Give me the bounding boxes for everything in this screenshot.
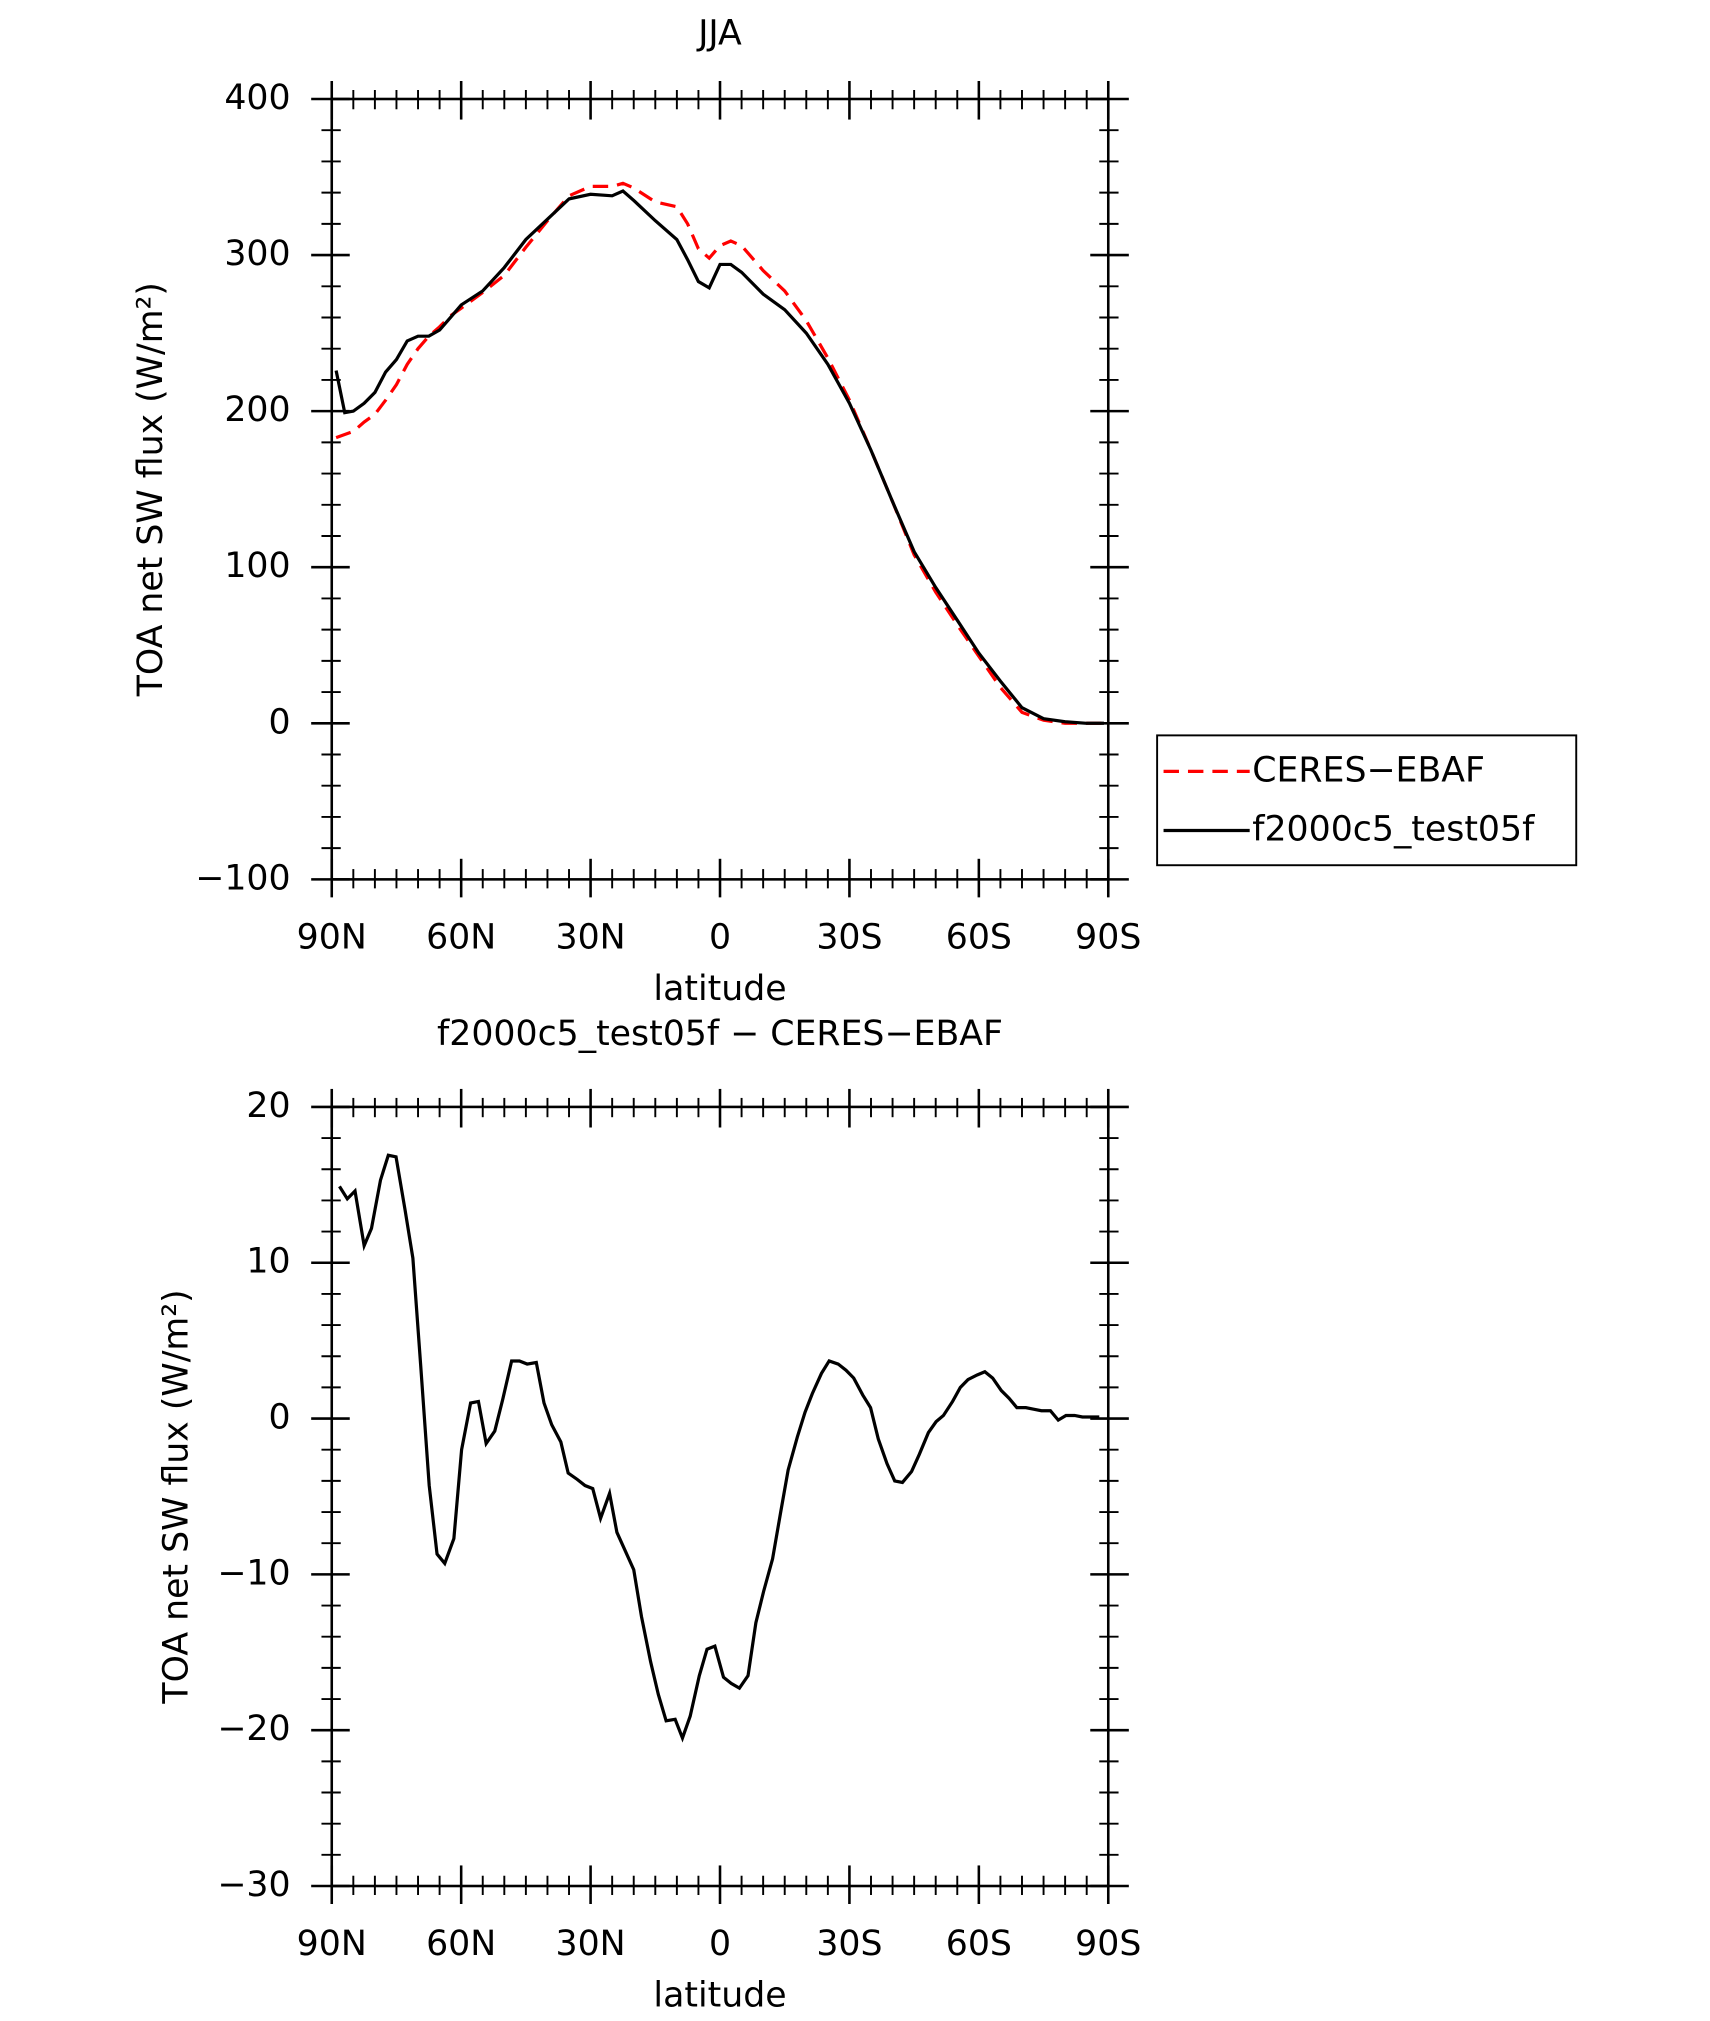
x-tick-label: 60S [946,1924,1012,1964]
x-tick-label: 60S [946,918,1012,958]
y-tick-label: −10 [217,1553,290,1593]
x-tick-label: 0 [709,1924,731,1964]
x-tick-label: 0 [709,918,731,958]
chart-title: JJA [696,14,742,54]
x-tick-label: 60N [426,1924,496,1964]
y-tick-label: 0 [269,702,291,742]
y-tick-label: 200 [224,390,290,430]
y-tick-label: 300 [224,234,290,274]
chart-title: f2000c5_test05f − CERES−EBAF [437,1014,1003,1054]
data-line [338,1153,1100,1743]
y-tick-label: 100 [224,546,290,586]
x-tick-label: 90S [1075,1924,1141,1964]
y-tick-label: 0 [269,1398,291,1438]
x-tick-label: 30S [816,918,882,958]
legend-label: f2000c5_test05f [1252,810,1535,850]
data-line [334,189,1104,725]
x-tick-label: 90N [297,918,367,958]
x-tick-label: 30N [556,1924,626,1964]
legend-label: CERES−EBAF [1252,750,1485,790]
y-tick-label: 20 [246,1086,290,1126]
x-tick-label: 90N [297,1924,367,1964]
y-tick-label: −100 [195,858,290,898]
x-tick-label: 30N [556,918,626,958]
x-axis-label: latitude [653,969,786,1009]
y-tick-label: −30 [217,1865,290,1905]
x-axis-label: latitude [653,1976,786,2016]
x-tick-label: 60N [426,918,496,958]
plot-frame [330,97,1110,881]
y-tick-label: 10 [246,1242,290,1282]
y-tick-label: 400 [224,78,290,118]
x-tick-label: 30S [816,1924,882,1964]
x-tick-label: 90S [1075,918,1141,958]
plot-frame [330,1105,1110,1888]
legend-box [1156,734,1578,867]
y-axis-label: TOA net SW flux (W/m²) [131,282,171,697]
y-axis-label: TOA net SW flux (W/m²) [156,1289,196,1704]
y-tick-label: −20 [217,1709,290,1749]
